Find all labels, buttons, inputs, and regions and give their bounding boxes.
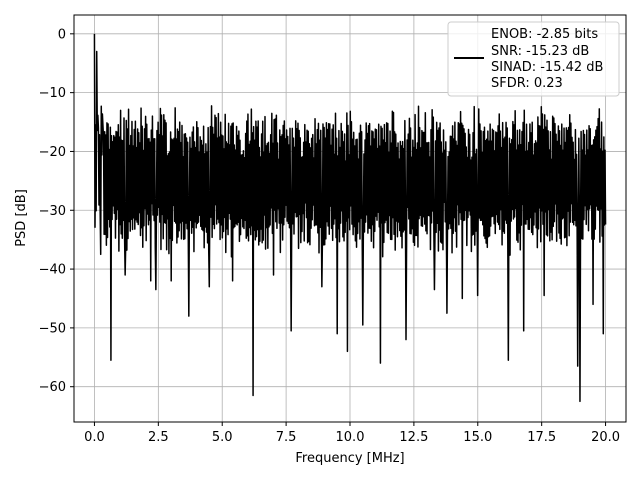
legend-box [447,21,620,97]
y-tick-label: −40 [39,263,66,278]
x-tick-label: 5.0 [212,430,233,445]
x-tick-label: 0.0 [84,430,105,445]
y-tick-label: −30 [39,204,66,219]
x-axis: 0.0 2.5 5.0 7.5 10.0 12.5 15.0 17.5 20.0 [84,422,620,445]
y-tick-label: −20 [39,145,66,160]
series-layer [93,33,607,403]
y-tick-label: 0 [58,27,66,42]
psd-series-line [93,33,607,403]
x-axis-label: Frequency [MHz] [295,451,404,466]
y-tick-label: −60 [39,380,66,395]
x-tick-label: 12.5 [399,430,428,445]
legend: ENOB: -2.85 bits SNR: -15.23 dB SINAD: -… [447,21,620,97]
x-tick-label: 10.0 [336,430,365,445]
y-tick-label: −10 [39,86,66,101]
legend-line-2: SNR: -15.23 dB [491,44,589,59]
x-tick-label: 20.0 [591,430,620,445]
y-axis-label: PSD [dB] [14,189,29,247]
x-tick-label: 15.0 [463,430,492,445]
x-tick-label: 7.5 [276,430,297,445]
legend-line-3: SINAD: -15.42 dB [491,60,603,75]
y-axis: 0 −10 −20 −30 −40 −50 −60 [39,27,74,395]
legend-line-4: SFDR: 0.23 [491,76,563,91]
y-tick-label: −50 [39,321,66,336]
x-tick-label: 17.5 [527,430,556,445]
legend-line-1: ENOB: -2.85 bits [491,27,598,42]
x-tick-label: 2.5 [148,430,169,445]
